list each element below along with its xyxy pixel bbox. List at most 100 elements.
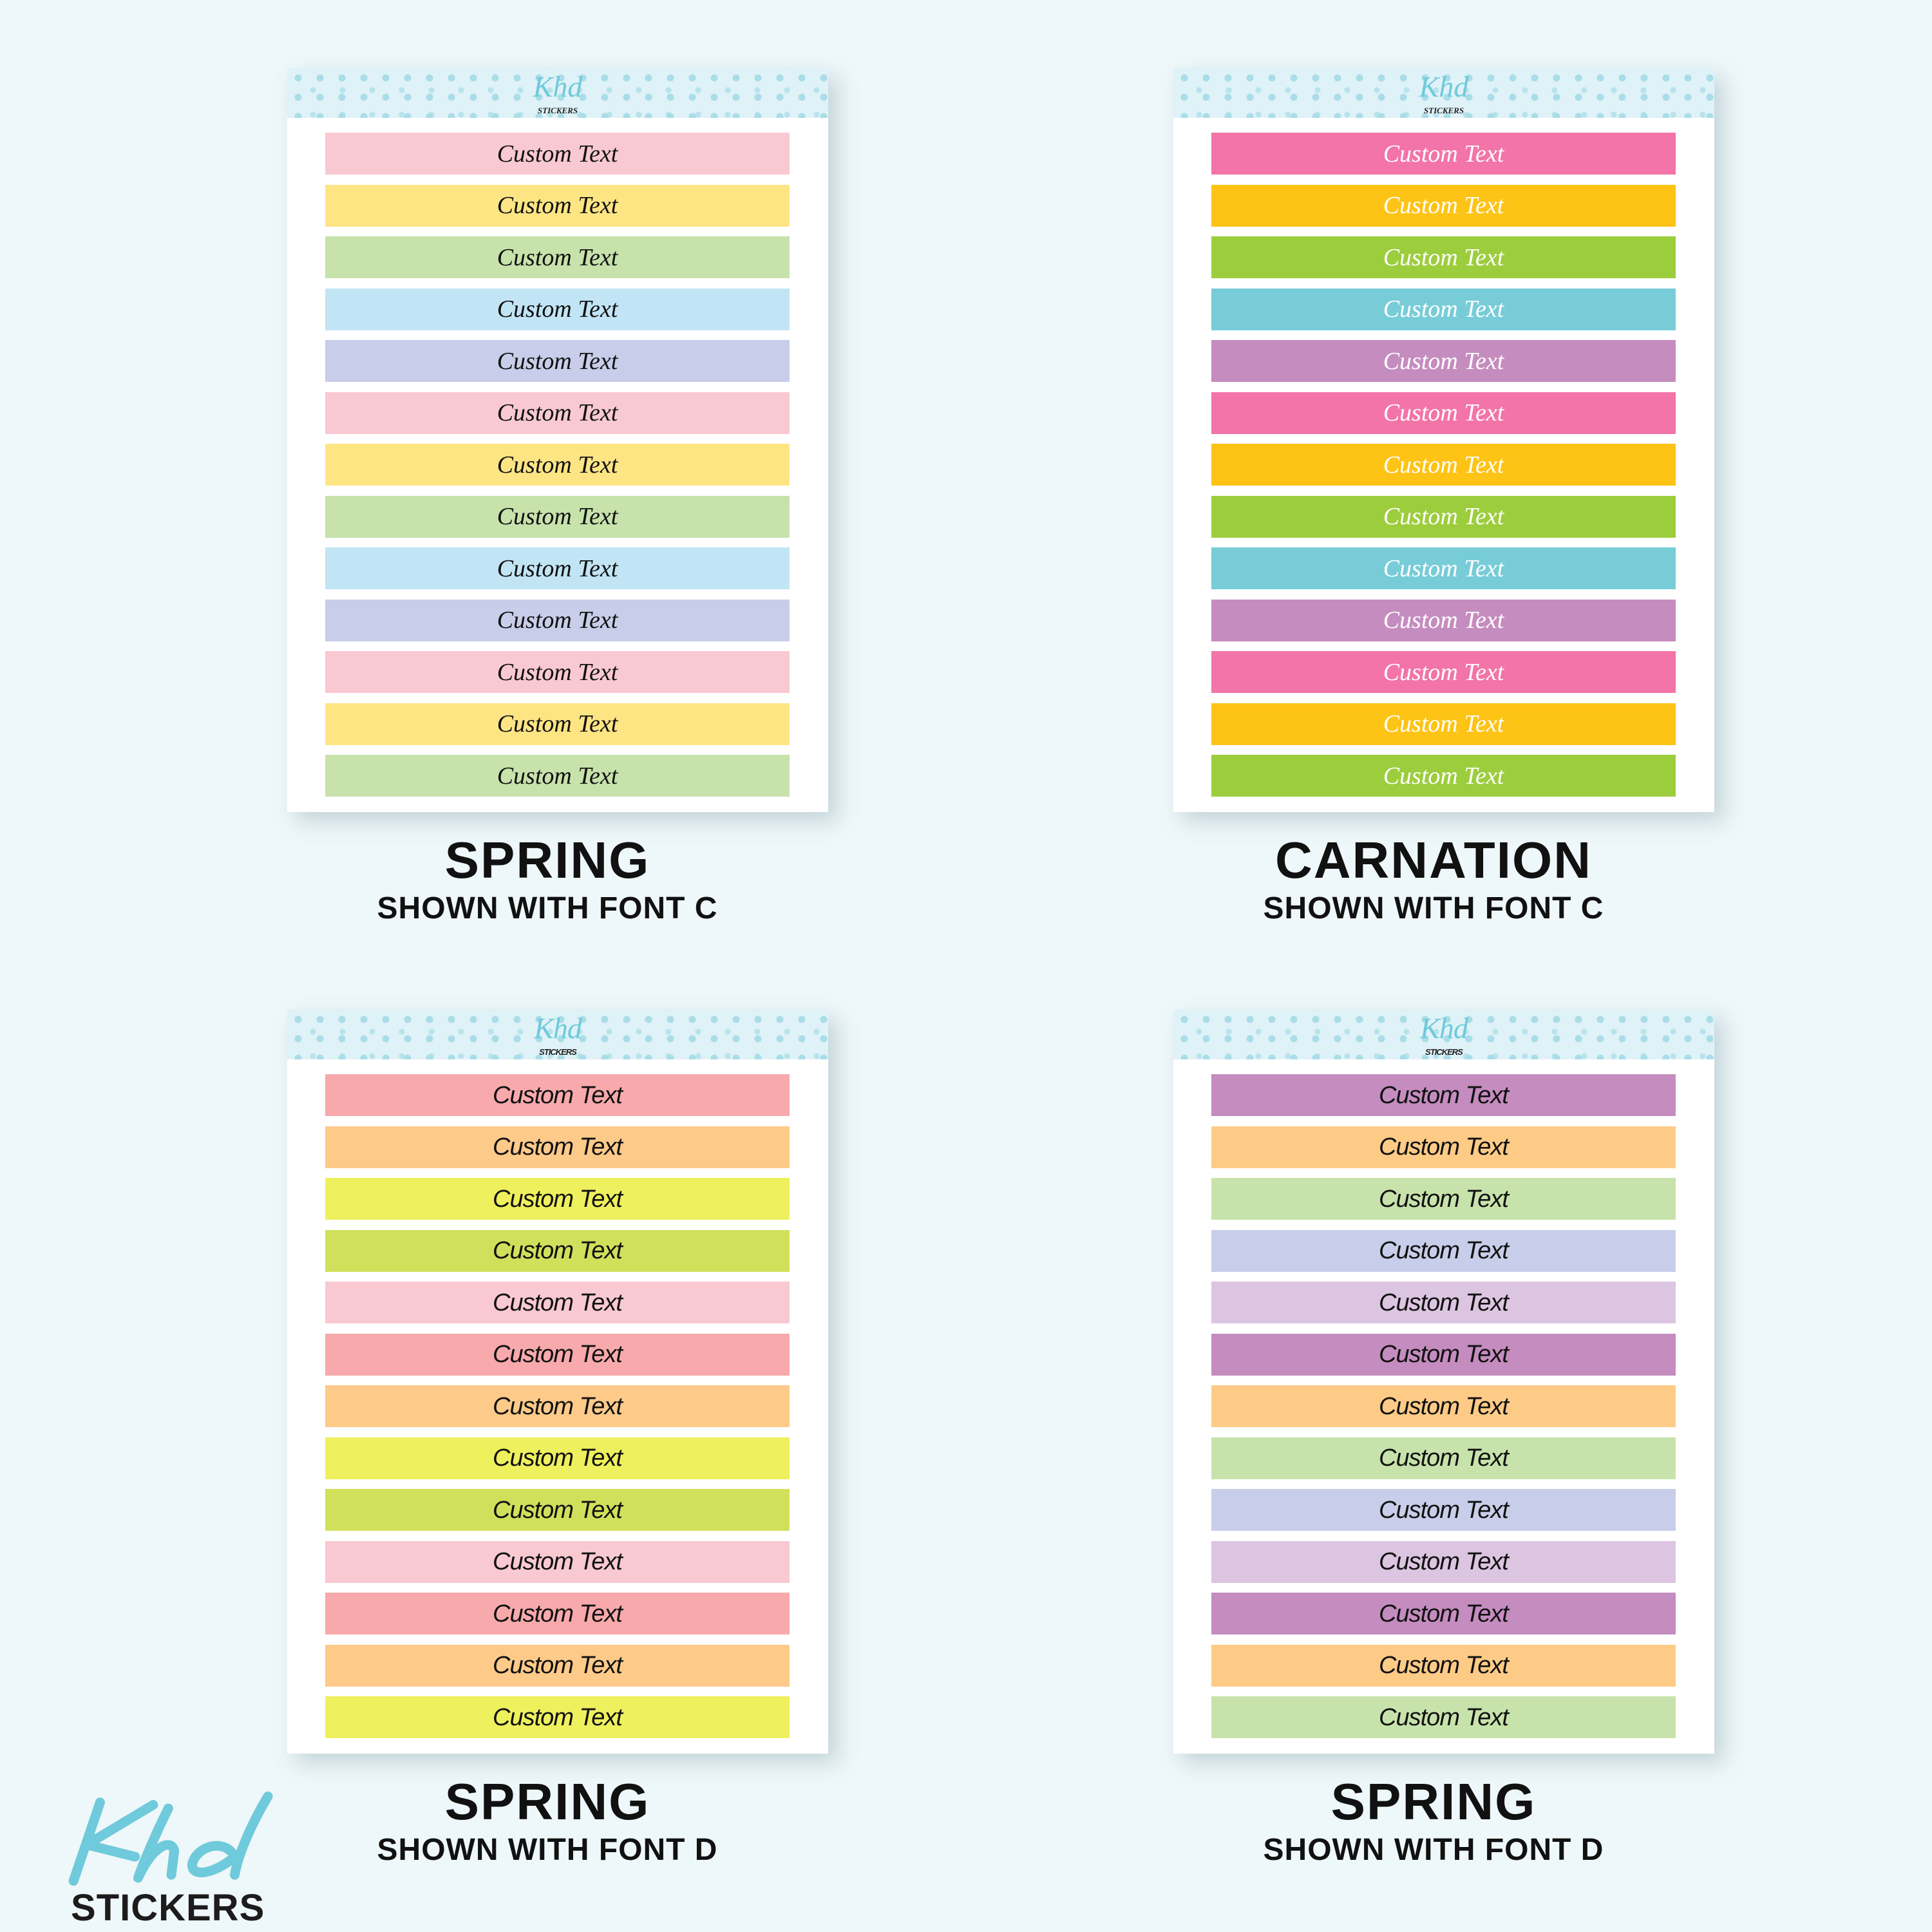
strip-label: Custom Text xyxy=(1383,140,1504,167)
strip-label: Custom Text xyxy=(493,1392,623,1420)
sheet-logo-script: Khd xyxy=(1419,70,1469,103)
custom-text-strip: Custom Text xyxy=(1211,1126,1676,1168)
strip-label: Custom Text xyxy=(493,1133,623,1160)
custom-text-strip: Custom Text xyxy=(1211,547,1676,589)
strip-label: Custom Text xyxy=(493,1341,623,1368)
custom-text-strip: Custom Text xyxy=(1211,340,1676,382)
strip-label: Custom Text xyxy=(1379,1133,1509,1160)
custom-text-strip: Custom Text xyxy=(325,599,790,641)
custom-text-strip: Custom Text xyxy=(325,1282,790,1323)
sheet-header-dots: Khd STICKERS xyxy=(1173,68,1714,118)
custom-text-strip: Custom Text xyxy=(325,495,790,538)
sticker-sheet: Khd STICKERS Custom Text Custom Text Custom … xyxy=(287,68,828,812)
strip-label: Custom Text xyxy=(493,1289,623,1316)
sheet-logo-word: STICKERS xyxy=(1423,106,1464,115)
custom-text-strip: Custom Text xyxy=(325,1074,790,1116)
custom-text-strip: Custom Text xyxy=(1211,1282,1676,1323)
custom-text-strip: Custom Text xyxy=(1211,1385,1676,1427)
custom-text-strip: Custom Text xyxy=(325,1540,790,1583)
strip-label: Custom Text xyxy=(1379,1081,1509,1109)
strip-label: Custom Text xyxy=(493,1548,623,1575)
sheet-header-dots: Khd STICKERS xyxy=(1173,1010,1714,1059)
font-subtitle: SHOWN WITH FONT D xyxy=(377,1833,718,1867)
sticker-sheet: Khd STICKERS Custom Text Custom Text Custom … xyxy=(287,1010,828,1754)
sheet-logo: Khd STICKERS xyxy=(1420,1012,1468,1057)
sheet-caption: SPRING SHOWN WITH FONT D xyxy=(1144,1772,1723,1869)
strip-label: Custom Text xyxy=(1383,607,1504,634)
strip-label: Custom Text xyxy=(1379,1652,1509,1679)
sheet-logo-script: Khd xyxy=(533,70,583,103)
strip-label: Custom Text xyxy=(1379,1392,1509,1420)
strip-label: Custom Text xyxy=(493,1496,623,1524)
strip-label: Custom Text xyxy=(1383,658,1504,686)
custom-text-strip: Custom Text xyxy=(1211,599,1676,641)
sheet-logo-script: Khd xyxy=(1420,1012,1468,1045)
sheet-logo: Khd STICKERS xyxy=(534,1012,582,1057)
custom-text-strip: Custom Text xyxy=(325,1437,790,1479)
custom-text-strip: Custom Text xyxy=(1211,1333,1676,1376)
sticker-sheet: Khd STICKERS Custom Text Custom Text Custom … xyxy=(1173,68,1714,812)
strip-label: Custom Text xyxy=(497,554,618,582)
strip-label: Custom Text xyxy=(497,503,618,530)
strip-label: Custom Text xyxy=(497,243,618,271)
custom-text-strip: Custom Text xyxy=(325,236,790,278)
strip-label: Custom Text xyxy=(497,296,618,323)
strip-label: Custom Text xyxy=(1379,1444,1509,1472)
sheet-logo-word: STICKERS xyxy=(539,1047,577,1057)
strip-label: Custom Text xyxy=(493,1703,623,1731)
strip-label: Custom Text xyxy=(497,710,618,737)
strip-label: Custom Text xyxy=(1383,296,1504,323)
sheet-logo-script: Khd xyxy=(534,1012,582,1045)
strip-label: Custom Text xyxy=(1383,451,1504,478)
strip-label: Custom Text xyxy=(493,1081,623,1109)
custom-text-strip: Custom Text xyxy=(1211,1696,1676,1738)
custom-text-strip: Custom Text xyxy=(325,1178,790,1220)
custom-text-strip: Custom Text xyxy=(1211,1489,1676,1531)
strip-label: Custom Text xyxy=(493,1237,623,1264)
strip-label: Custom Text xyxy=(497,658,618,686)
strip-label: Custom Text xyxy=(1383,347,1504,375)
custom-text-strip: Custom Text xyxy=(1211,1178,1676,1220)
custom-text-strip: Custom Text xyxy=(325,184,790,227)
strip-label: Custom Text xyxy=(1383,243,1504,271)
custom-text-strip: Custom Text xyxy=(325,1696,790,1738)
custom-text-strip: Custom Text xyxy=(325,133,790,175)
sheet-caption: CARNATION SHOWN WITH FONT C xyxy=(1144,831,1723,927)
strip-label: Custom Text xyxy=(497,192,618,219)
font-subtitle: SHOWN WITH FONT C xyxy=(377,891,718,925)
font-subtitle: SHOWN WITH FONT D xyxy=(1263,1833,1604,1867)
custom-text-strip: Custom Text xyxy=(1211,184,1676,227)
custom-text-strip: Custom Text xyxy=(1211,1229,1676,1272)
strip-label: Custom Text xyxy=(1379,1703,1509,1731)
custom-text-strip: Custom Text xyxy=(1211,444,1676,486)
strip-label: Custom Text xyxy=(497,399,618,426)
custom-text-strip: Custom Text xyxy=(325,703,790,745)
custom-text-strip: Custom Text xyxy=(1211,1437,1676,1479)
strip-label: Custom Text xyxy=(493,1444,623,1472)
custom-text-strip: Custom Text xyxy=(325,547,790,589)
strip-label: Custom Text xyxy=(1379,1548,1509,1575)
strip-label: Custom Text xyxy=(1379,1341,1509,1368)
sheet-logo: Khd STICKERS xyxy=(533,70,583,116)
strip-label: Custom Text xyxy=(1383,762,1504,790)
custom-text-strip: Custom Text xyxy=(1211,651,1676,693)
custom-text-strip: Custom Text xyxy=(1211,288,1676,330)
palette-title: CARNATION xyxy=(1274,831,1593,889)
custom-text-strip: Custom Text xyxy=(325,340,790,382)
custom-text-strip: Custom Text xyxy=(1211,133,1676,175)
strip-label: Custom Text xyxy=(1383,554,1504,582)
strip-label: Custom Text xyxy=(1379,1289,1509,1316)
strip-label: Custom Text xyxy=(497,762,618,790)
custom-text-strip: Custom Text xyxy=(325,1489,790,1531)
strip-label: Custom Text xyxy=(493,1600,623,1627)
strip-label: Custom Text xyxy=(1379,1185,1509,1213)
custom-text-strip: Custom Text xyxy=(325,1229,790,1272)
custom-text-strip: Custom Text xyxy=(1211,1074,1676,1116)
palette-title: SPRING xyxy=(444,831,650,889)
sheet-header-dots: Khd STICKERS xyxy=(287,68,828,118)
custom-text-strip: Custom Text xyxy=(325,1644,790,1687)
sheet-logo-word: STICKERS xyxy=(537,106,578,115)
custom-text-strip: Custom Text xyxy=(325,288,790,330)
strip-label: Custom Text xyxy=(497,347,618,375)
brand-logo-word: STICKERS xyxy=(71,1887,265,1929)
